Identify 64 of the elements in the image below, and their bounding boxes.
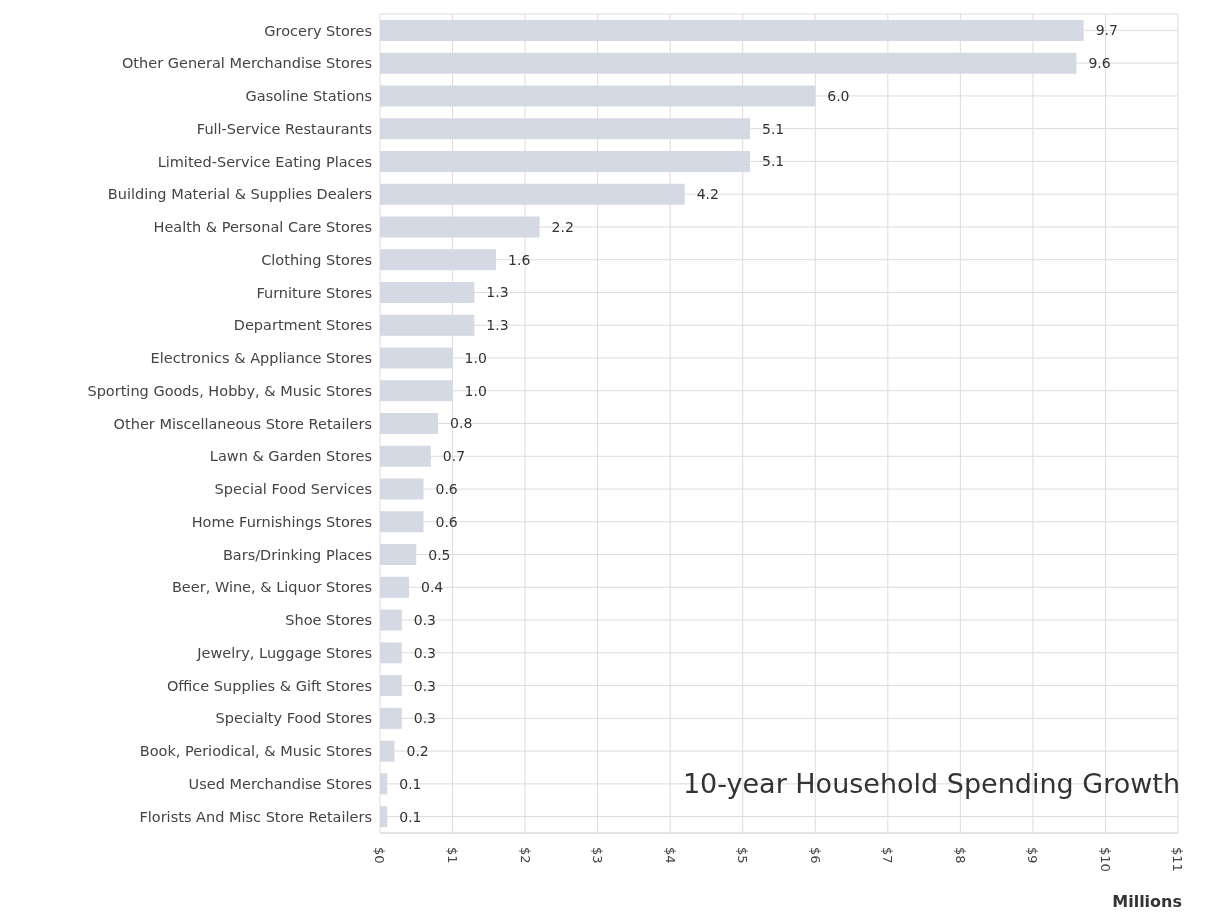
y-tick-label: Clothing Stores (261, 251, 372, 268)
data-label: 0.6 (435, 513, 458, 530)
data-label: 5.1 (761, 120, 785, 137)
y-tick-label: Gasoline Stations (245, 88, 372, 105)
data-label: 6.0 (827, 87, 850, 104)
data-label: 0.1 (399, 808, 422, 825)
data-label: 1.0 (464, 349, 487, 366)
data-label: 0.3 (413, 644, 437, 661)
x-tick-label: $5 (735, 847, 751, 864)
data-label: 1.6 (508, 251, 531, 268)
y-tick-label: Lawn & Garden Stores (209, 448, 372, 465)
data-label: 1.0 (464, 382, 487, 399)
data-label: 4.2 (696, 186, 719, 203)
y-tick-label: Limited-Service Eating Places (157, 153, 372, 170)
data-label: 0.8 (450, 415, 473, 432)
x-tick-label: $9 (1025, 847, 1041, 864)
text: 10-year Household Spending Growth (682, 768, 1180, 799)
y-tick-label: Special Food Services (214, 481, 372, 498)
y-tick-label: Building Material & Supplies Dealers (107, 186, 372, 203)
x-tick-label: $0 (372, 847, 388, 864)
y-tick-label: Jewelry, Luggage Stores (196, 644, 372, 661)
data-label: 0.2 (406, 743, 429, 760)
y-tick-label: Grocery Stores (264, 22, 372, 39)
y-tick-label: Bars/Drinking Places (222, 546, 372, 563)
x-tick-label: $1 (445, 847, 460, 864)
data-label: 0.1 (399, 775, 422, 792)
y-tick-label: Office Supplies & Gift Stores (166, 677, 372, 694)
x-tick-label: $2 (517, 847, 533, 864)
data-label: 9.6 (1088, 55, 1111, 72)
y-tick-label: Health & Personal Care Stores (153, 219, 372, 236)
data-label: 9.7 (1095, 22, 1118, 39)
y-tick-label: Florists And Misc Store Retailers (139, 808, 372, 825)
x-tick-label: $11 (1170, 847, 1186, 872)
y-tick-label: Other Miscellaneous Store Retailers (113, 415, 372, 432)
y-tick-label: Department Stores (233, 317, 372, 334)
data-label: 0.4 (421, 579, 444, 596)
y-tick-label: Electronics & Appliance Stores (150, 350, 372, 367)
x-tick-label: $7 (880, 847, 896, 864)
data-label: 0.3 (413, 677, 437, 694)
y-tick-label: Full-Service Restaurants (196, 120, 372, 137)
x-tick-label: $6 (807, 847, 823, 864)
data-label: 1.3 (486, 317, 509, 334)
data-label: 0.3 (413, 710, 437, 727)
data-label: 5.1 (761, 153, 785, 170)
y-tick-label: Sporting Goods, Hobby, & Music Stores (87, 382, 372, 399)
data-label: 2.2 (551, 218, 574, 235)
y-tick-label: Other General Merchandise Stores (121, 55, 372, 72)
x-axis-title: Millions (1112, 892, 1182, 911)
data-label: 0.3 (413, 612, 437, 629)
y-tick-label: Specialty Food Stores (215, 710, 372, 727)
x-tick-label: $10 (1097, 847, 1113, 872)
y-tick-label: Home Furnishings Stores (191, 513, 372, 530)
x-tick-label: $4 (662, 847, 678, 864)
x-tick-label: $3 (590, 847, 606, 864)
data-label: 0.6 (435, 481, 458, 498)
data-label: 0.5 (428, 546, 451, 563)
x-tick-label: $8 (952, 847, 968, 864)
data-label: 1.3 (486, 284, 509, 301)
y-tick-label: Used Merchandise Stores (188, 776, 372, 793)
y-tick-label: Shoe Stores (285, 612, 372, 629)
y-tick-label: Book, Periodical, & Music Stores (139, 743, 372, 760)
y-tick-label: Beer, Wine, & Liquor Stores (171, 579, 372, 596)
y-tick-label: Furniture Stores (256, 284, 372, 301)
data-label: 0.7 (442, 448, 466, 465)
